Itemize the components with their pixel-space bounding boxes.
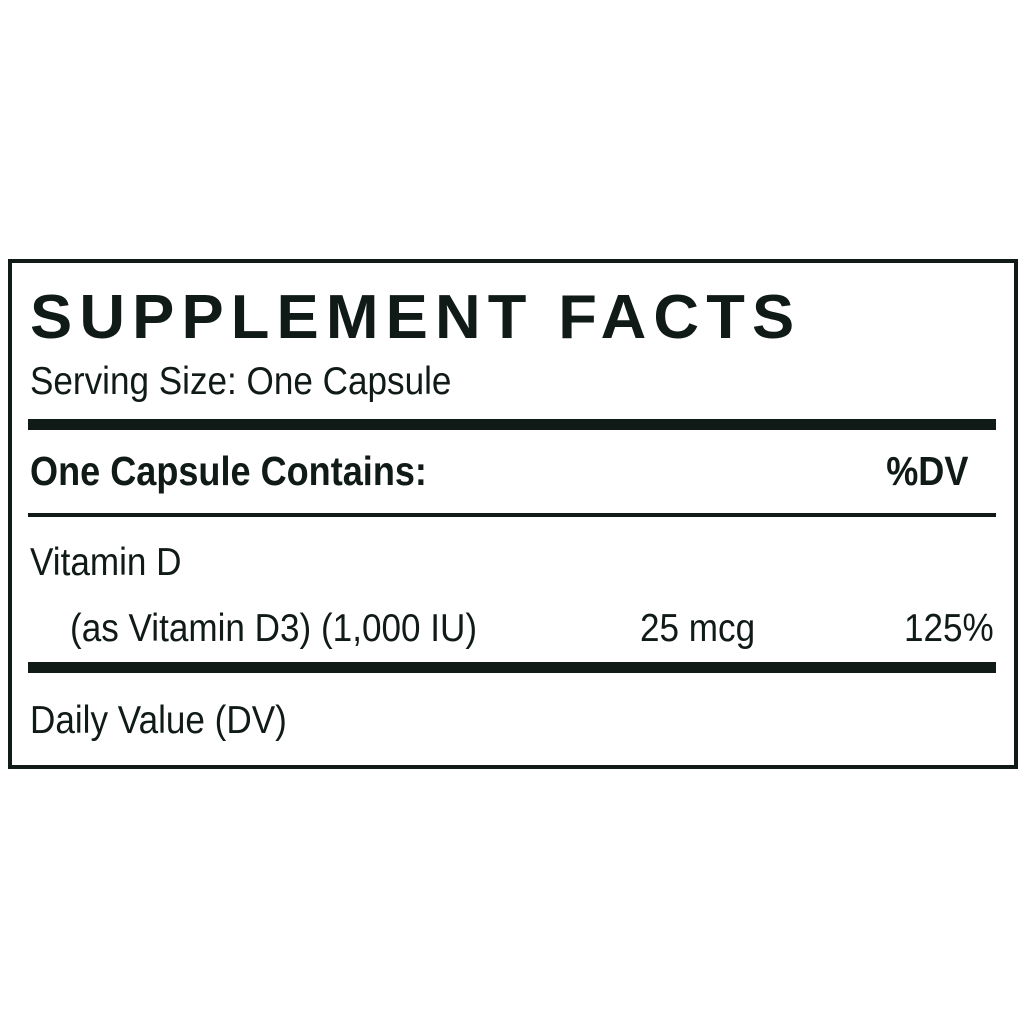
- ingredient-dv: 125%: [904, 607, 994, 650]
- panel-title: SUPPLEMENT FACTS: [30, 283, 802, 352]
- ingredient-name: Vitamin D: [30, 541, 182, 584]
- thick-divider: [28, 419, 996, 430]
- supplement-facts-panel: [8, 259, 1018, 769]
- contains-header: One Capsule Contains:: [30, 448, 427, 494]
- serving-size: Serving Size: One Capsule: [30, 360, 452, 403]
- thick-divider: [28, 662, 996, 673]
- thin-divider: [28, 513, 996, 517]
- ingredient-amount: 25 mcg: [640, 607, 756, 650]
- dv-header: %DV: [885, 448, 968, 494]
- footnote: Daily Value (DV): [30, 699, 287, 742]
- ingredient-detail: (as Vitamin D3) (1,000 IU): [70, 607, 478, 650]
